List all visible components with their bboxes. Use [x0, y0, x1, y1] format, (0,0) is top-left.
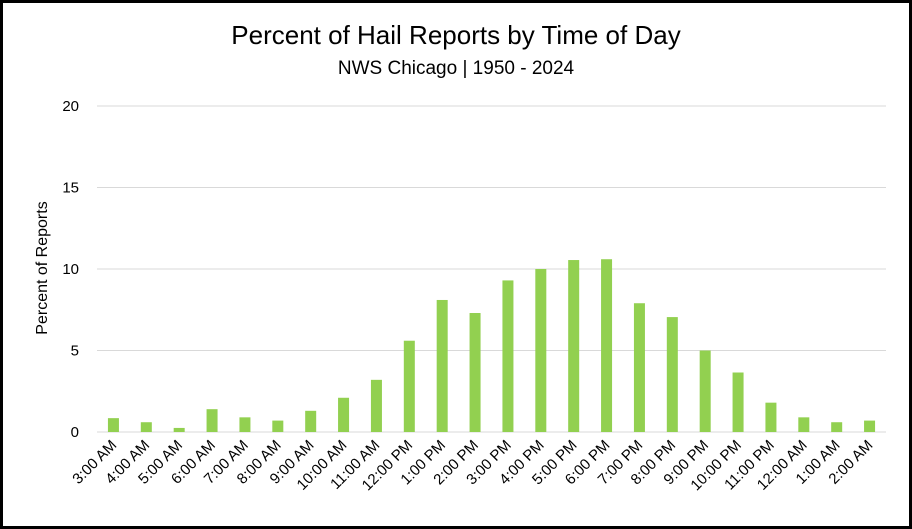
bar-0: [107, 418, 119, 432]
bar-20: [765, 402, 777, 432]
chart-title: Percent of Hail Reports by Time of Day: [231, 20, 681, 50]
bars: [107, 259, 876, 432]
y-tick-label: 5: [71, 343, 79, 360]
bar-14: [568, 260, 580, 432]
y-axis-label: Percent of Reports: [34, 201, 51, 334]
bar-13: [535, 269, 547, 432]
bar-18: [699, 350, 711, 432]
bar-10: [436, 299, 448, 432]
bar-8: [370, 379, 382, 432]
bar-4: [239, 417, 251, 432]
bar-6: [305, 410, 317, 432]
y-axis-tick-labels: 0 5 10 15 20: [62, 98, 79, 441]
bar-2: [173, 427, 185, 432]
bar-22: [831, 422, 843, 432]
bar-7: [338, 397, 350, 432]
bar-11: [469, 313, 481, 432]
chart-subtitle: NWS Chicago | 1950 - 2024: [337, 58, 575, 79]
bar-17: [666, 317, 678, 432]
bar-9: [403, 340, 415, 432]
bar-19: [732, 372, 744, 432]
bar-21: [798, 417, 810, 432]
y-tick-label: 20: [62, 98, 79, 115]
bar-12: [502, 280, 514, 432]
y-tick-label: 15: [62, 180, 79, 197]
y-tick-label: 0: [71, 424, 79, 441]
y-tick-label: 10: [62, 261, 79, 278]
bar-1: [140, 422, 152, 432]
bar-23: [864, 420, 876, 432]
gridlines: [97, 105, 886, 433]
bar-15: [601, 259, 613, 432]
bar-3: [206, 409, 218, 432]
bar-5: [272, 420, 284, 432]
bar-16: [633, 303, 645, 432]
x-axis-tick-labels: 3:00 AM4:00 AM5:00 AM6:00 AM7:00 AM8:00 …: [69, 437, 876, 494]
